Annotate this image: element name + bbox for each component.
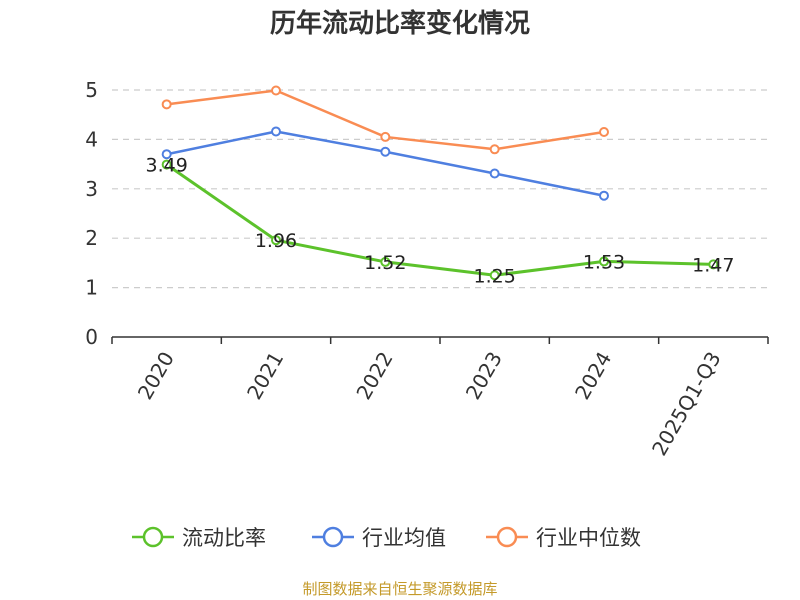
data-point-0 [708,259,719,270]
data-point-1 [271,126,281,137]
data-point-0 [489,270,500,281]
data-point-0 [161,159,172,170]
x-tick-label: 2021 [242,348,288,404]
y-tick-label: 2 [85,226,98,250]
series-layer [161,85,719,281]
grid-layer [112,89,768,289]
data-point-0 [380,256,391,267]
data-label: 1.96 [255,230,297,252]
data-point-2 [380,131,391,142]
data-label: 1.53 [583,251,625,273]
data-point-1 [161,149,172,160]
legend-label: 行业中位数 [536,526,641,550]
data-point-2 [599,126,609,137]
series-line-0 [165,163,714,277]
legend-item-1: 行业均值 [312,526,446,550]
legend-item-2: 行业中位数 [486,526,641,550]
data-label: 1.52 [364,252,406,274]
x-tick-label: 2025Q1-Q3 [647,348,726,460]
data-label: 1.47 [692,254,734,276]
legend-swatch-marker [496,526,518,548]
x-tick-label: 2020 [133,348,179,404]
legend-label: 行业均值 [362,526,446,550]
x-tick-label: 2022 [351,348,397,404]
legend-swatch-marker [142,526,164,548]
data-point-2 [161,99,172,110]
axis-layer: 0 1 2 3 4 5 2020 2021 2022 2023 2024 2025Q1-Q3 [85,78,769,460]
data-point-2 [489,144,500,155]
source-note: 制图数据来自恒生聚源数据库 [302,580,497,598]
legend-item-0: 流动比率 [132,526,266,550]
data-point-2 [271,85,281,96]
data-label: 3.49 [146,155,188,177]
x-tick-label: 2024 [570,348,616,404]
data-point-1 [489,168,500,179]
y-tick-label: 3 [85,177,98,201]
y-tick-label: 5 [85,78,98,102]
data-point-1 [380,146,391,157]
x-tick-label: 2023 [461,347,507,403]
data-point-0 [599,256,609,267]
data-label-layer: 3.49 1.96 1.52 1.25 1.53 1.47 [146,155,735,288]
legend: 流动比率 行业均值 行业中位数 [132,526,641,550]
data-label: 1.25 [474,265,516,287]
y-tick-label: 0 [85,325,98,349]
y-tick-label: 4 [85,127,98,151]
legend-label: 流动比率 [182,526,266,550]
data-point-1 [599,190,609,201]
data-point-0 [271,235,281,246]
y-tick-label: 1 [85,276,98,300]
chart-title: 历年流动比率变化情况 [270,8,530,39]
legend-swatch-marker [322,526,344,548]
